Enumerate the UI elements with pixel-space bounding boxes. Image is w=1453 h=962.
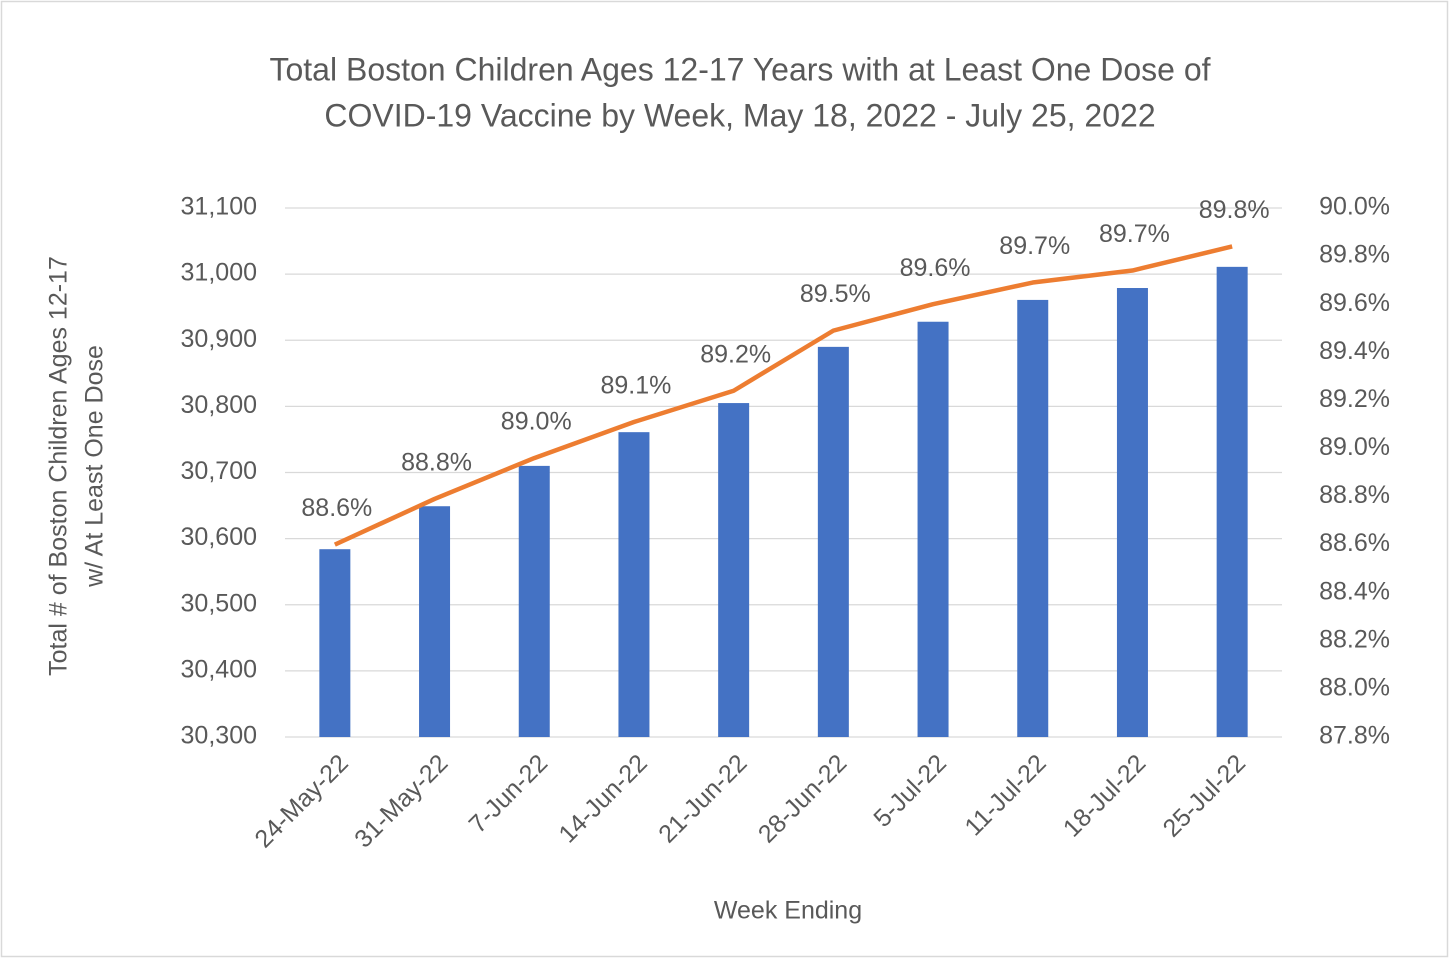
data-label: 89.2% (700, 340, 771, 368)
chart-title: COVID-19 Vaccine by Week, May 18, 2022 -… (324, 97, 1155, 133)
y-tick-label: 30,800 (181, 391, 257, 419)
y-tick-label: 30,600 (181, 523, 257, 551)
bar (917, 321, 949, 737)
x-axis-title: Week Ending (714, 897, 862, 925)
data-label: 89.1% (601, 372, 672, 400)
y2-tick-label: 88.0% (1319, 674, 1390, 702)
data-label: 89.0% (501, 408, 572, 436)
y-tick-label: 31,000 (181, 259, 257, 287)
y2-tick-label: 89.0% (1319, 433, 1390, 461)
y-tick-label: 30,900 (181, 325, 257, 353)
bar (1116, 288, 1148, 737)
bar (618, 432, 650, 737)
bar (1216, 266, 1248, 737)
y2-tick-label: 89.6% (1319, 289, 1390, 317)
bar (718, 403, 750, 737)
y2-tick-label: 89.4% (1319, 337, 1390, 365)
bar (518, 465, 550, 737)
data-label: 89.8% (1199, 196, 1270, 224)
y2-tick-label: 89.8% (1319, 241, 1390, 269)
y-axis-title: Total # of Boston Children Ages 12-17 (45, 256, 73, 676)
y2-tick-label: 88.6% (1319, 529, 1390, 557)
y-tick-label: 30,400 (181, 655, 257, 683)
y2-tick-label: 88.8% (1319, 481, 1390, 509)
y2-tick-label: 87.8% (1319, 722, 1390, 750)
chart-title: Total Boston Children Ages 12-17 Years w… (269, 51, 1210, 87)
y2-tick-label: 90.0% (1319, 193, 1390, 221)
y2-tick-label: 88.2% (1319, 625, 1390, 653)
bar (1017, 299, 1049, 737)
data-label: 89.5% (800, 280, 871, 308)
data-label: 89.6% (900, 254, 971, 282)
y-tick-label: 30,700 (181, 457, 257, 485)
bar (319, 549, 351, 737)
data-label: 88.8% (401, 449, 472, 477)
line (333, 244, 1233, 547)
data-label: 89.7% (1099, 220, 1170, 248)
y-axis-title: w/ At Least One Dose (81, 345, 109, 588)
y-tick-label: 31,100 (181, 193, 257, 221)
y-tick-label: 30,300 (181, 722, 257, 750)
bar (817, 346, 849, 737)
data-label: 88.6% (301, 494, 372, 522)
y2-tick-label: 89.2% (1319, 385, 1390, 413)
data-label: 89.7% (999, 232, 1070, 260)
bar (419, 506, 451, 737)
y-tick-label: 30,500 (181, 589, 257, 617)
y2-tick-label: 88.4% (1319, 577, 1390, 605)
